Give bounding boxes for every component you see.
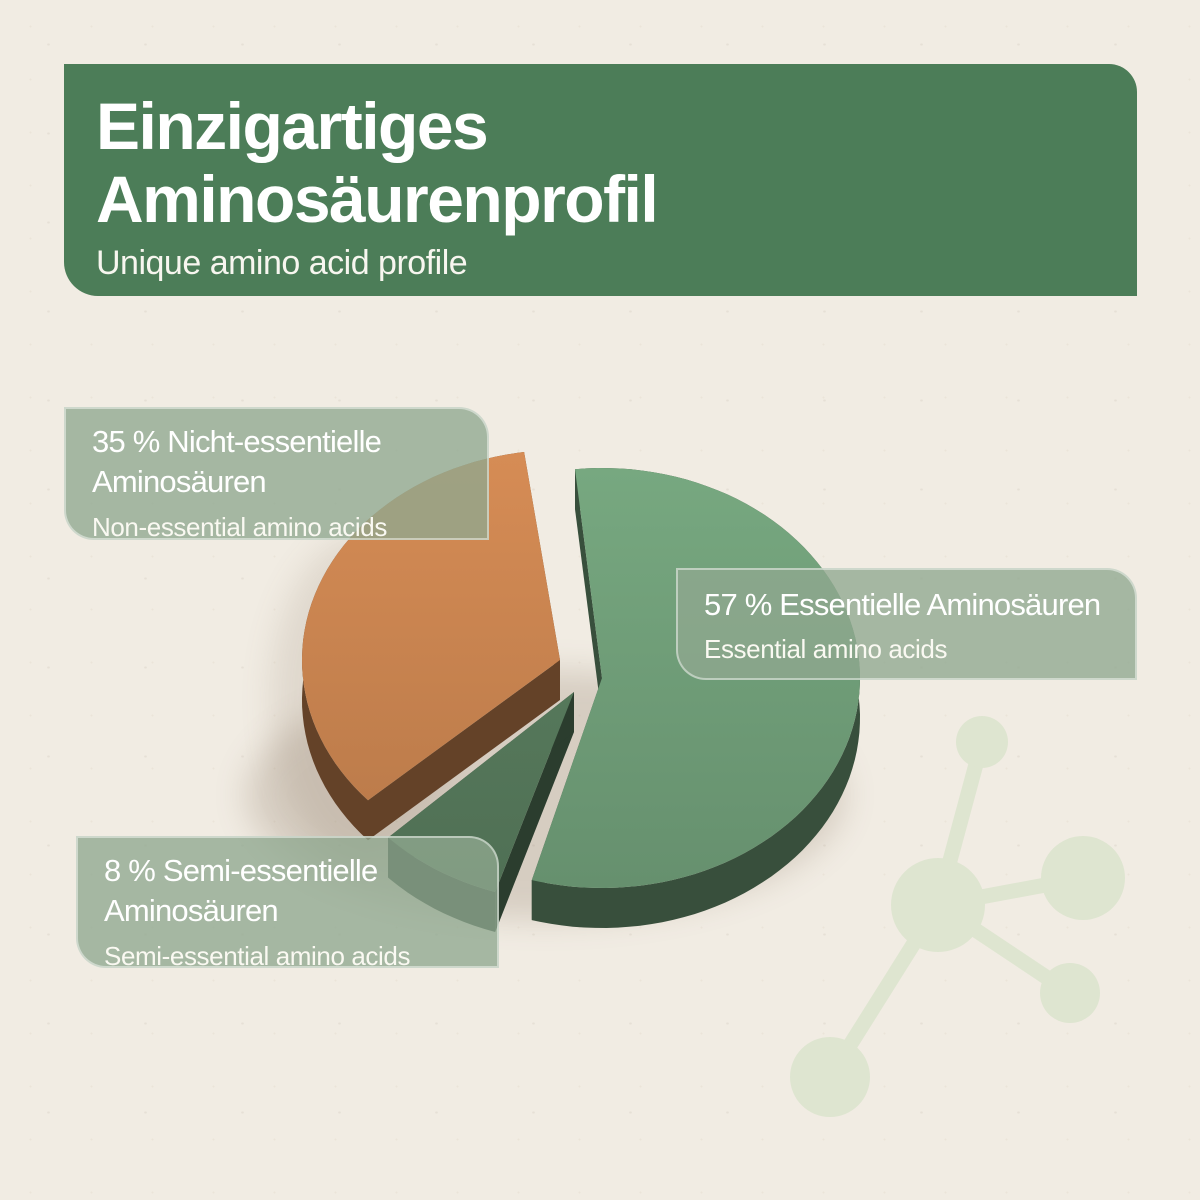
pie-slice-non-essential-cut-wall <box>368 660 560 841</box>
label-essential-line1: 57 % Essentielle Aminosäuren <box>704 587 1101 622</box>
molecule-atom <box>956 716 1008 768</box>
label-card-semi-essential: 8 % Semi-essentielle Aminosäuren Semi-es… <box>76 836 499 971</box>
label-card-essential: 57 % Essentielle Aminosäuren Essential a… <box>676 568 1137 680</box>
label-non-essential-sub: Non-essential amino acids <box>92 511 387 542</box>
molecule-atom <box>1040 963 1100 1023</box>
molecule-atom <box>790 1037 870 1117</box>
label-semi-essential-sub: Semi-essential amino acids <box>104 940 411 971</box>
label-non-essential-line2: Aminosäuren <box>92 464 267 500</box>
label-essential-sub: Essential amino acids <box>704 634 948 665</box>
molecule-atom <box>1041 836 1125 920</box>
page-title-line1: Einzigartiges <box>96 89 489 163</box>
pie-slice-essential-cut-wall <box>575 469 602 718</box>
pie-slice-semi-essential-cut-wall <box>495 692 574 932</box>
molecule-atom <box>891 858 985 952</box>
page-title-line2: Aminosäurenprofil <box>96 161 659 236</box>
label-card-non-essential: 35 % Nicht-essentielle Aminosäuren Non-e… <box>64 407 489 542</box>
label-semi-essential-line1: 8 % Semi-essentielle <box>104 853 378 888</box>
molecule-icon <box>790 716 1125 1117</box>
label-semi-essential-line2: Aminosäuren <box>104 893 279 929</box>
header-card: Einzigartiges Aminosäurenprofil Unique a… <box>64 64 1137 296</box>
label-non-essential-line1: 35 % Nicht-essentielle <box>92 424 382 459</box>
page-title: Einzigartiges Aminosäurenprofil <box>96 90 1117 235</box>
page-subtitle: Unique amino acid profile <box>96 244 468 283</box>
